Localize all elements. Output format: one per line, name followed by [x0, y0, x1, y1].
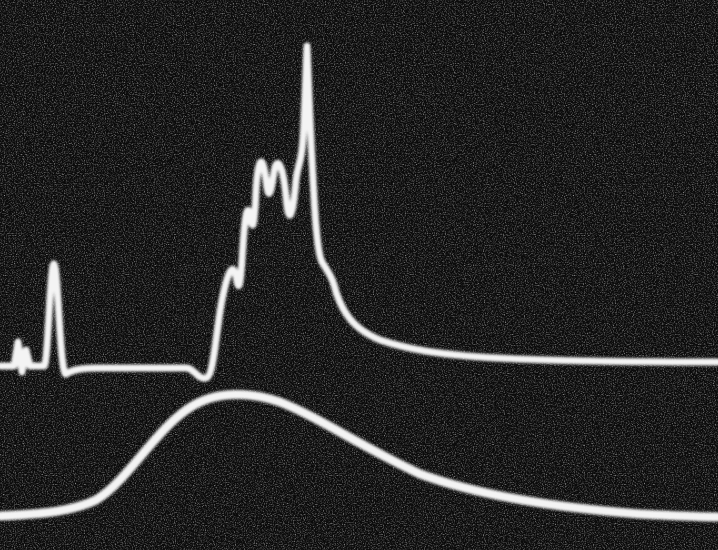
page: Oscilloscope trace {} html, body { margi…: [0, 0, 718, 550]
oscilloscope-photo: [0, 0, 718, 550]
page-body: (() => { const data = JSON.parse(documen…: [0, 0, 718, 550]
film-grain: [0, 0, 718, 550]
